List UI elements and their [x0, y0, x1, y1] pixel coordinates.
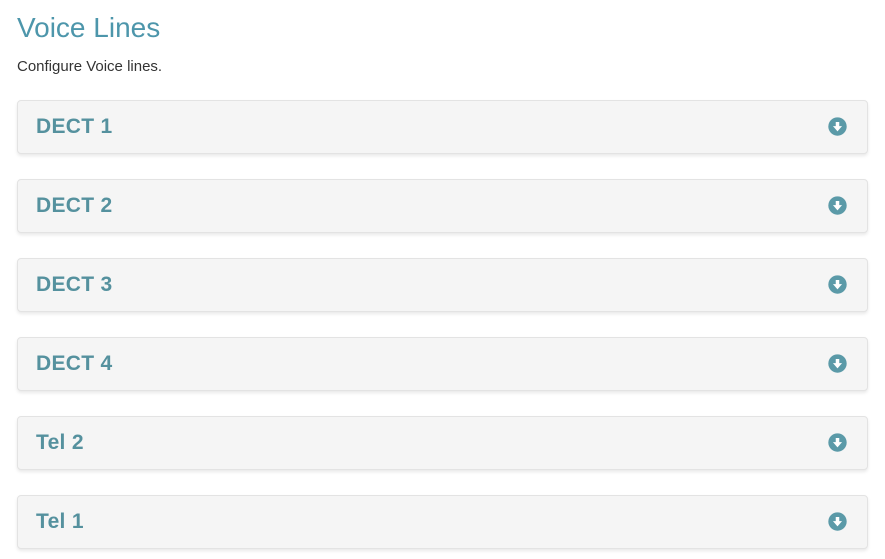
- accordion-panel-tel-1[interactable]: Tel 1: [17, 494, 868, 549]
- panel-title: DECT 4: [36, 351, 113, 375]
- accordion-panel-dect-1[interactable]: DECT 1: [17, 99, 868, 154]
- page-title: Voice Lines: [17, 12, 161, 43]
- accordion-panel-dect-3[interactable]: DECT 3: [17, 257, 868, 312]
- arrow-circle-down-icon[interactable]: [827, 195, 848, 216]
- page-subtitle: Configure Voice lines.: [17, 58, 163, 75]
- panel-title: Tel 1: [36, 509, 84, 533]
- arrow-circle-down-icon[interactable]: [827, 353, 848, 374]
- arrow-circle-down-icon[interactable]: [827, 511, 848, 532]
- voice-lines-accordion: DECT 1 DECT 2 DECT 3 DECT 4: [17, 99, 868, 549]
- arrow-circle-down-icon[interactable]: [827, 432, 848, 453]
- panel-title: DECT 2: [36, 193, 113, 217]
- arrow-circle-down-icon[interactable]: [827, 274, 848, 295]
- panel-title: Tel 2: [36, 430, 84, 454]
- panel-title: DECT 3: [36, 272, 113, 296]
- panel-title: DECT 1: [36, 114, 113, 138]
- accordion-panel-dect-4[interactable]: DECT 4: [17, 336, 868, 391]
- arrow-circle-down-icon[interactable]: [827, 116, 848, 137]
- accordion-panel-tel-2[interactable]: Tel 2: [17, 415, 868, 470]
- accordion-panel-dect-2[interactable]: DECT 2: [17, 178, 868, 233]
